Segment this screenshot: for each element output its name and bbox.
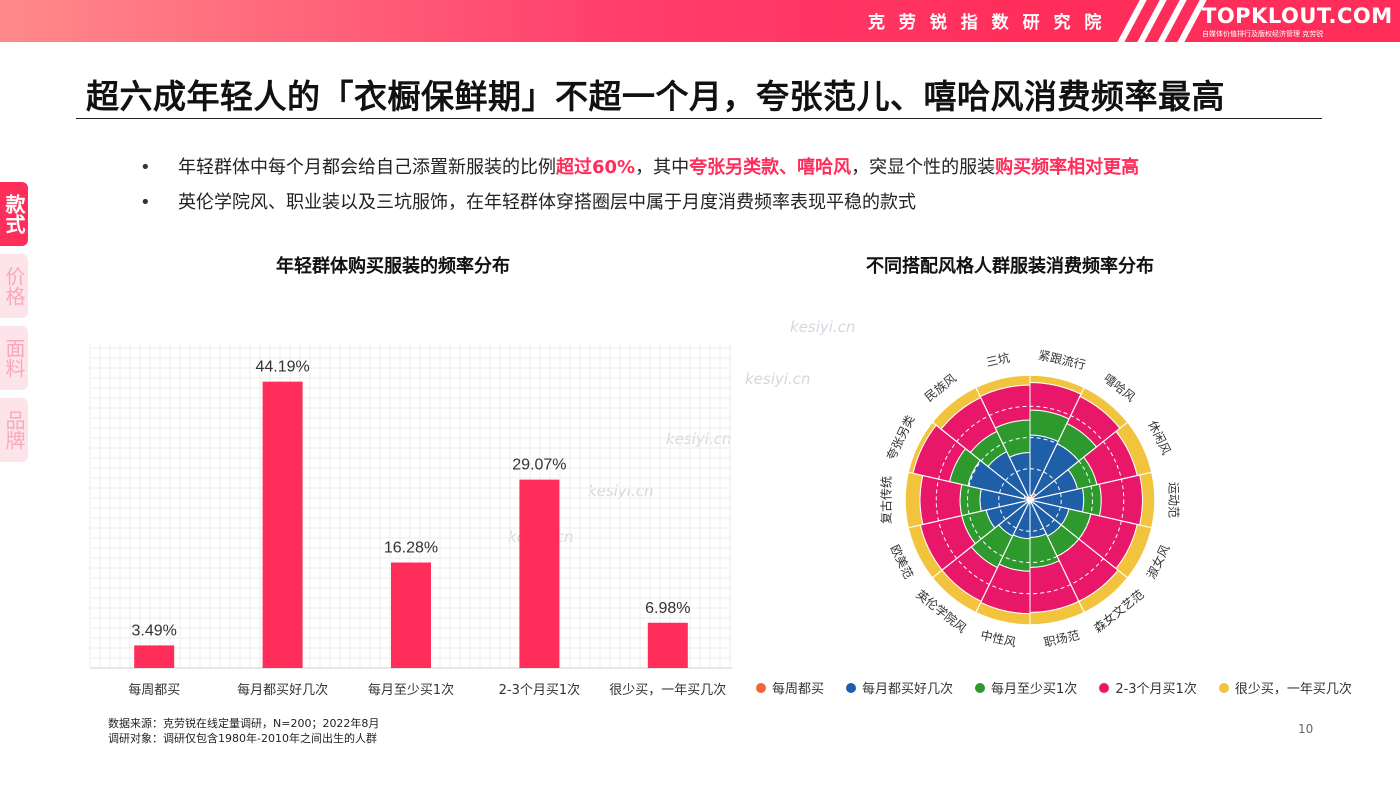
side-tab-label: 款式 — [2, 194, 26, 234]
polar-spoke — [931, 499, 1031, 579]
logo-subtext: 自媒体价值排行及版权经济管理 克劳锐 — [1202, 30, 1324, 38]
logo-text: TOPKLOUT.COM — [1202, 4, 1393, 28]
legend-dot — [846, 682, 857, 693]
x-tick-label: 每月都买好几次 — [237, 682, 328, 698]
bar-chart-title: 年轻群体购买服装的频率分布 — [276, 256, 510, 277]
legend-dot — [1218, 682, 1229, 693]
title-divider — [76, 118, 1322, 119]
bar-value-label: 29.07% — [512, 457, 566, 474]
x-tick-label: 很少买，一年买几次 — [609, 682, 726, 698]
polar-segment — [904, 471, 924, 529]
watermark: kesiyi.cn — [666, 430, 732, 448]
polar-category-label: 休闲风 — [1145, 418, 1173, 457]
x-tick-label: 每月至少买1次 — [368, 682, 454, 698]
bullet-item: 年轻群体中每个月都会给自己添置新服装的比例超过60%，其中夸张另类款、嘻哈风，突… — [140, 150, 1139, 185]
legend-dot — [756, 682, 766, 693]
legend-dot — [1099, 682, 1110, 693]
polar-category-label: 三坑 — [985, 350, 1012, 370]
bullet-text: 年轻群体中每个月都会给自己添置新服装的比例 — [178, 157, 556, 178]
polar-legend: 每周都买 每月都买好几次 每月至少买1次 2-3个月买1次 很少买，一年买几次 — [756, 678, 1374, 697]
x-tick-label: 2-3个月买1次 — [499, 682, 581, 698]
bar-value-label: 44.19% — [255, 359, 309, 376]
polar-spoke — [1029, 499, 1085, 613]
legend-item: 很少买，一年买几次 — [1218, 678, 1352, 697]
watermark: kesiyi.cn — [745, 370, 811, 388]
polar-spoke — [908, 471, 1031, 501]
polar-spoke — [1029, 499, 1152, 529]
institute-name: 克 劳 锐 指 数 研 究 院 — [868, 13, 1106, 33]
polar-category-label: 复古传统 — [879, 476, 894, 524]
polar-category-label: 中性风 — [979, 627, 1017, 650]
polar-category-label: 夸张另类 — [884, 413, 917, 462]
polar-category-label: 运动范 — [1167, 482, 1181, 518]
decorative-slashes — [1110, 0, 1210, 50]
side-tab-label: 品牌 — [2, 410, 26, 450]
legend-dot — [975, 682, 986, 693]
bar-chart: 3.49% 每周都买 44.19% 每月都买好几次 16.28% 每月至少买1次 29.07… — [89, 344, 732, 698]
legend-label: 每月都买好几次 — [862, 682, 954, 697]
side-tab-style[interactable]: 款式 — [0, 182, 28, 246]
highlight-text: 夸张另类款、嘻哈风 — [689, 157, 852, 178]
side-tab-brand[interactable]: 品牌 — [0, 398, 28, 462]
source-line: 调研对象：调研仅包含1980年-2010年之间出生的人群 — [108, 732, 377, 745]
bar — [134, 645, 175, 668]
watermark: kesiyi.cn — [588, 482, 654, 500]
topklout-logo: TOPKLOUT.COM 自媒体价值排行及版权经济管理 克劳锐 — [1196, 4, 1396, 38]
polar-spoke — [975, 499, 1031, 613]
highlight-text: 超过60% — [556, 157, 636, 178]
bar — [391, 562, 431, 668]
x-tick-label: 每周都买 — [128, 682, 180, 698]
legend-item: 每月至少买1次 — [975, 678, 1077, 697]
polar-category-label: 职场范 — [1043, 628, 1081, 650]
polar-category-label: 淑女风 — [1143, 542, 1172, 581]
source-line: 数据来源：克劳锐在线定量调研，N=200；2022年8月 — [108, 717, 380, 730]
polar-category-label: 嘻哈风 — [1101, 371, 1138, 404]
bar-value-label: 16.28% — [384, 540, 438, 557]
bullet-text: ，其中 — [635, 157, 690, 178]
bullet-item: 英伦学院风、职业装以及三坑服饰，在年轻群体穿搭圈层中属于月度消费频率表现平稳的款… — [140, 185, 1139, 220]
legend-label: 每月至少买1次 — [991, 682, 1078, 697]
side-tab-fabric[interactable]: 面料 — [0, 326, 28, 390]
side-tab-label: 价格 — [2, 266, 26, 306]
highlight-text: 购买频率相对更高 — [995, 157, 1140, 178]
bullet-list: 年轻群体中每个月都会给自己添置新服装的比例超过60%，其中夸张另类款、嘻哈风，突… — [140, 150, 1139, 220]
polar-spoke — [908, 499, 1031, 529]
polar-category-label: 民族风 — [922, 371, 959, 404]
polar-spoke — [1029, 499, 1129, 579]
bullet-text: ，突显个性的服装 — [851, 157, 996, 178]
polar-spoke — [1029, 471, 1152, 501]
legend-item: 2-3个月买1次 — [1099, 678, 1197, 697]
polar-spoke — [1029, 387, 1085, 501]
polar-segment — [959, 483, 982, 517]
data-source-note: 数据来源：克劳锐在线定量调研，N=200；2022年8月 调研对象：调研仅包含1… — [108, 716, 379, 746]
legend-label: 2-3个月买1次 — [1115, 682, 1197, 697]
side-tab-price[interactable]: 价格 — [0, 254, 28, 318]
polar-chart-title: 不同搭配风格人群服装消费频率分布 — [866, 256, 1154, 277]
bullet-text: 英伦学院风、职业装以及三坑服饰，在年轻群体穿搭圈层中属于月度消费频率表现平稳的款… — [178, 192, 916, 213]
polar-spoke — [931, 421, 1031, 501]
polar-spoke — [1029, 421, 1129, 501]
top-banner: 克 劳 锐 指 数 研 究 院 TOPKLOUT.COM 自媒体价值排行及版权经… — [0, 0, 1400, 50]
legend-item: 每周都买 — [756, 678, 824, 697]
polar-outer-ring — [904, 374, 1156, 626]
legend-label: 每周都买 — [772, 682, 825, 697]
bar — [519, 479, 560, 668]
page-number: 10 — [1298, 722, 1314, 736]
polar-category-label: 紧跟流行 — [1037, 348, 1087, 372]
polar-chart: 紧跟流行嘻哈风休闲风运动范淑女风森女文艺范职场范中性风英伦学院风欧美范复古传统夸… — [879, 348, 1181, 650]
side-tab-label: 面料 — [2, 338, 26, 378]
bar — [647, 622, 688, 668]
legend-item: 每月都买好几次 — [846, 678, 953, 697]
watermark: kesiyi.cn — [790, 318, 856, 336]
page-title: 超六成年轻人的「衣橱保鲜期」不超一个月，夸张范儿、嘻哈风消费频率最高 — [86, 77, 1225, 116]
polar-spoke — [975, 387, 1031, 501]
polar-category-label: 欧美范 — [887, 543, 915, 582]
bar-value-label: 3.49% — [132, 622, 177, 639]
bar-value-label: 6.98% — [645, 600, 690, 617]
legend-label: 很少买，一年买几次 — [1234, 682, 1352, 697]
bar — [262, 381, 303, 668]
